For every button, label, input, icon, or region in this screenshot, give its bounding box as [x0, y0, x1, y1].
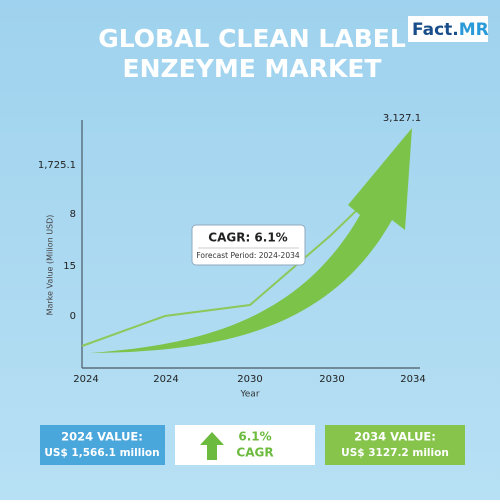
middle-value: 6.1% [238, 430, 271, 444]
logo: Fact.MR [412, 20, 489, 40]
y-label: 0 [70, 311, 76, 322]
cagr-title: CAGR: 6.1% [208, 231, 287, 245]
x-title: Year [239, 390, 259, 400]
trend-line [81, 181, 387, 347]
right-value: US$ 3127.2 milion [341, 447, 449, 459]
left-box [40, 425, 165, 465]
title: GLOBAL CLEAN LABEL [98, 24, 406, 53]
y-label: 1,725.1 [38, 160, 76, 171]
right-box [325, 425, 465, 465]
middle-label: CAGR [236, 446, 273, 460]
middle-box [175, 425, 315, 465]
text: Fact. [412, 20, 459, 40]
cagr-box [191, 224, 306, 266]
y-label: 8 [70, 209, 76, 220]
left-title: 2024 VALUE: [61, 430, 143, 444]
end-label: 3,127.1 [383, 113, 421, 124]
y-title: Marke Value (Milion USD) [46, 215, 55, 316]
x-label: 2024 [153, 374, 178, 385]
x-label: 2030 [319, 374, 344, 385]
text: MR [459, 20, 489, 40]
up-arrow [200, 432, 224, 460]
cagr-period: Forecast Period: 2024-2034 [196, 251, 300, 260]
x-label: 2024 [73, 374, 98, 385]
growth-arrow [90, 128, 412, 353]
y-label: 15 [63, 261, 76, 272]
title: ENZEYME MARKET [123, 54, 382, 83]
right-title: 2034 VALUE: [354, 430, 436, 444]
logo-box [408, 16, 488, 42]
left-value: US$ 1,566.1 million [44, 447, 159, 459]
x-label: 2034 [400, 374, 425, 385]
x-label: 2030 [237, 374, 262, 385]
